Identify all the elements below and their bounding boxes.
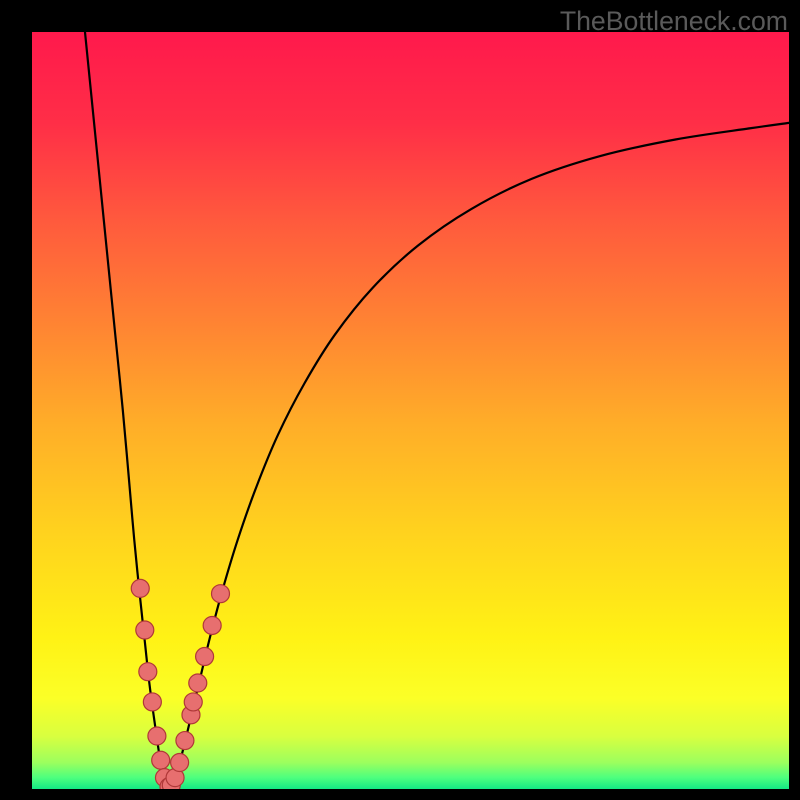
data-marker: [148, 727, 166, 745]
data-marker: [184, 693, 202, 711]
data-marker: [203, 616, 221, 634]
data-marker: [139, 663, 157, 681]
watermark-text: TheBottleneck.com: [560, 6, 788, 37]
data-marker: [189, 674, 207, 692]
data-marker: [131, 579, 149, 597]
data-marker: [211, 585, 229, 603]
data-marker: [136, 621, 154, 639]
plot-area: [32, 32, 789, 789]
data-marker: [196, 648, 214, 666]
data-marker: [176, 732, 194, 750]
data-marker: [152, 751, 170, 769]
chart-stage: TheBottleneck.com: [0, 0, 800, 800]
chart-svg: [32, 32, 789, 789]
data-marker: [171, 754, 189, 772]
data-marker: [143, 693, 161, 711]
